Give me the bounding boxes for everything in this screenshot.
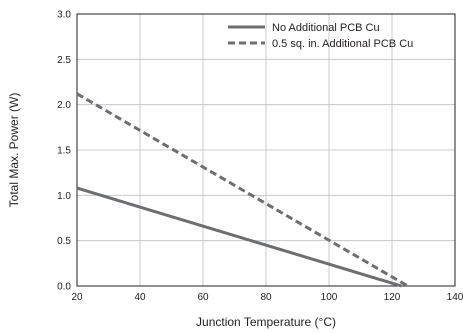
x-axis-label: Junction Temperature (°C) xyxy=(196,315,336,329)
legend-label: 0.5 sq. in. Additional PCB Cu xyxy=(272,38,413,50)
x-tick-label: 40 xyxy=(134,292,146,303)
x-tick-label: 60 xyxy=(197,292,209,303)
y-tick-label: 0.5 xyxy=(57,236,71,247)
x-tick-label: 120 xyxy=(384,292,401,303)
x-tick-label: 20 xyxy=(71,292,83,303)
x-tick-label: 140 xyxy=(447,292,463,303)
plot-frame xyxy=(76,13,456,287)
y-tick-label: 1.5 xyxy=(57,146,71,157)
tick-labels: 20 40 60 80 100 120 140 0.0 0.5 1.0 1.5 2.0 2.5 3.0 xyxy=(57,10,463,304)
y-tick-label: 2.0 xyxy=(57,100,71,111)
legend: No Additional PCB Cu 0.5 sq. in. Addition… xyxy=(228,22,413,50)
y-tick-label: 3.0 xyxy=(57,10,71,21)
y-tick-label: 2.5 xyxy=(57,55,71,66)
series-line-additional-cu xyxy=(76,92,409,288)
legend-label: No Additional PCB Cu xyxy=(272,22,380,34)
x-tick-label: 100 xyxy=(321,292,338,303)
grid xyxy=(77,14,455,286)
y-tick-label: 1.0 xyxy=(57,191,71,202)
series-line-no-additional-cu xyxy=(76,186,402,288)
y-tick-label: 0.0 xyxy=(57,282,71,293)
x-tick-label: 80 xyxy=(260,292,272,303)
series-lines xyxy=(76,92,409,288)
y-axis-label: Total Max. Power (W) xyxy=(7,93,21,208)
